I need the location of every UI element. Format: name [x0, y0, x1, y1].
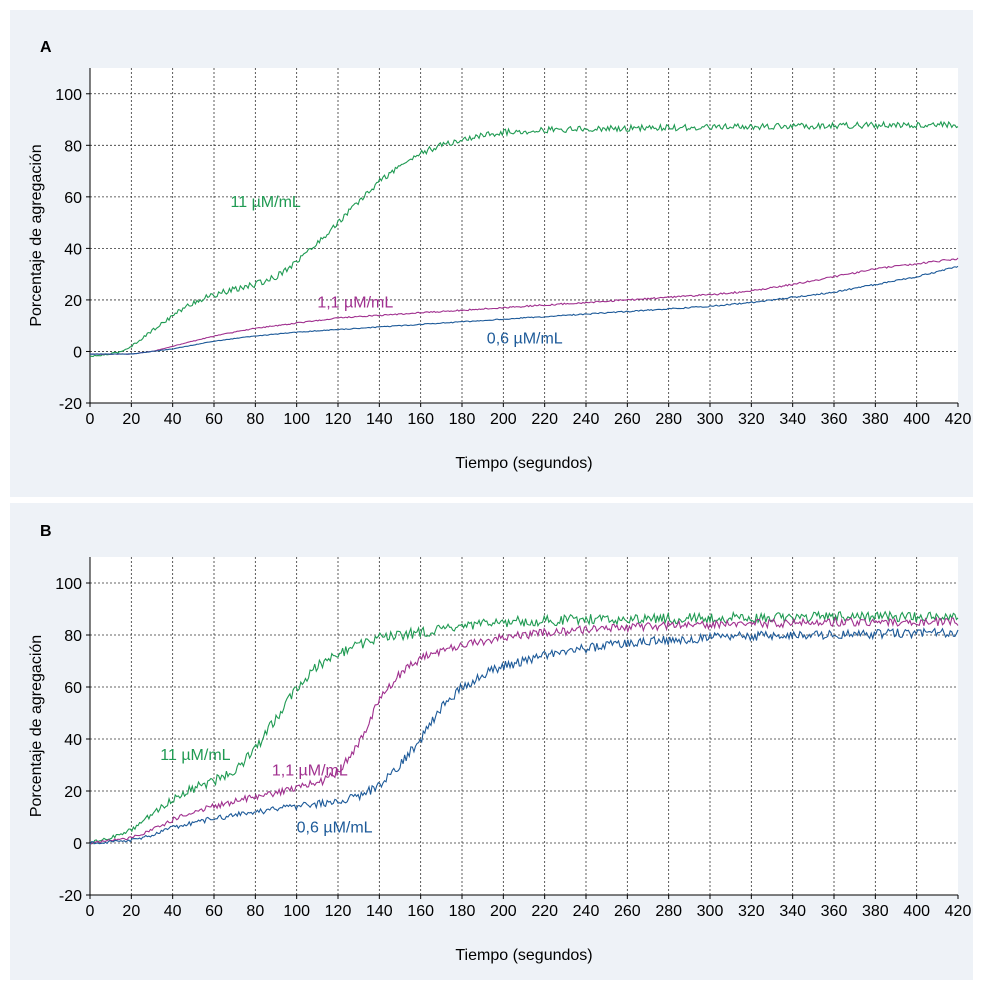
y-tick-label: 60: [64, 680, 82, 697]
y-axis-title: Porcentaje de agregación: [28, 635, 45, 817]
y-tick-label: 40: [64, 732, 82, 749]
x-tick-label: 300: [697, 411, 724, 428]
x-tick-label: 320: [738, 903, 765, 920]
x-tick-label: 240: [573, 411, 600, 428]
series-label-a-1: 1,1 µM/mL: [317, 295, 393, 312]
x-tick-label: 280: [655, 411, 682, 428]
x-axis-title: Tiempo (segundos): [455, 455, 592, 472]
x-tick-label: 260: [614, 903, 641, 920]
series-line-a-2: [89, 265, 959, 355]
series-line-b-1: [89, 616, 959, 845]
y-tick-label: 0: [73, 344, 82, 361]
x-tick-label: 160: [407, 411, 434, 428]
x-tick-label: 320: [738, 411, 765, 428]
x-tick-label: 60: [205, 411, 223, 428]
x-axis-title: Tiempo (segundos): [455, 947, 592, 964]
x-tick-label: 0: [86, 411, 95, 428]
x-tick-label: 160: [407, 903, 434, 920]
x-tick-label: 260: [614, 411, 641, 428]
x-tick-label: 180: [449, 903, 476, 920]
x-tick-label: 220: [531, 903, 558, 920]
x-tick-label: 240: [573, 903, 600, 920]
x-tick-label: 380: [862, 411, 889, 428]
y-tick-label: 0: [73, 836, 82, 853]
x-tick-label: 140: [366, 903, 393, 920]
panel-label: A: [40, 39, 52, 56]
chart-a-svg: A0 20 40 60 80 100 120 140 160 180 200 220 240 260 280…: [28, 39, 972, 472]
y-tick-label: 100: [55, 87, 82, 104]
x-tick-label: 340: [779, 903, 806, 920]
y-axis-title: Porcentaje de agregación: [28, 144, 45, 326]
y-tick-label: 20: [64, 784, 82, 801]
x-tick-label: 420: [945, 411, 972, 428]
x-tick-label: 300: [697, 903, 724, 920]
y-tick-label: 80: [64, 138, 82, 155]
x-tick-label: 400: [903, 411, 930, 428]
x-tick-label: 40: [164, 411, 182, 428]
x-tick-label: 420: [945, 903, 972, 920]
chart-b-svg: B0 20 40 60 80 100 120 140 160 180 200 220 240 260 280…: [28, 523, 972, 964]
y-tick-label: 20: [64, 293, 82, 310]
series-line-a-1: [89, 257, 959, 355]
series-label-a-2: 0,6 µM/mL: [487, 331, 563, 348]
x-tick-label: 20: [122, 411, 140, 428]
x-tick-label: 360: [821, 903, 848, 920]
x-tick-label: 380: [862, 903, 889, 920]
chart-panel-b: B 0 20 40 60 80 100 120 140 160 180 200 220 240 260 280…: [10, 503, 973, 980]
x-tick-label: 220: [531, 411, 558, 428]
panel-label: B: [40, 523, 52, 540]
chart-panel-a: A 0 20 40 60 80 100 120 140 160 180 200 220 240 260 280…: [10, 10, 973, 497]
series-line-a-0: [89, 120, 959, 358]
x-tick-label: 340: [779, 411, 806, 428]
x-tick-label: 80: [246, 411, 264, 428]
x-tick-label: 100: [283, 411, 310, 428]
x-tick-label: 360: [821, 411, 848, 428]
plot-area: [90, 68, 958, 403]
x-tick-label: 200: [490, 903, 517, 920]
x-tick-label: 0: [86, 903, 95, 920]
y-tick-label: 80: [64, 628, 82, 645]
x-tick-label: 140: [366, 411, 393, 428]
x-tick-label: 400: [903, 903, 930, 920]
series-label-b-0: 11 µM/mL: [160, 747, 230, 764]
y-tick-label: -20: [59, 888, 82, 905]
series-line-b-2: [89, 627, 959, 845]
x-tick-label: 280: [655, 903, 682, 920]
x-tick-label: 120: [325, 903, 352, 920]
x-tick-label: 40: [164, 903, 182, 920]
series-label-b-1: 1,1 µM/mL: [272, 762, 348, 779]
series-line-b-0: [89, 610, 959, 845]
x-tick-label: 20: [122, 903, 140, 920]
x-tick-label: 60: [205, 903, 223, 920]
y-tick-label: 40: [64, 241, 82, 258]
x-tick-label: 200: [490, 411, 517, 428]
x-tick-label: 100: [283, 903, 310, 920]
x-tick-label: 180: [449, 411, 476, 428]
y-tick-label: 60: [64, 190, 82, 207]
y-tick-label: -20: [59, 396, 82, 413]
plot-area: [90, 557, 958, 895]
series-label-a-0: 11 µM/mL: [231, 194, 301, 211]
series-label-b-2: 0,6 µM/mL: [297, 820, 373, 837]
x-tick-label: 120: [325, 411, 352, 428]
x-tick-label: 80: [246, 903, 264, 920]
y-tick-label: 100: [55, 576, 82, 593]
